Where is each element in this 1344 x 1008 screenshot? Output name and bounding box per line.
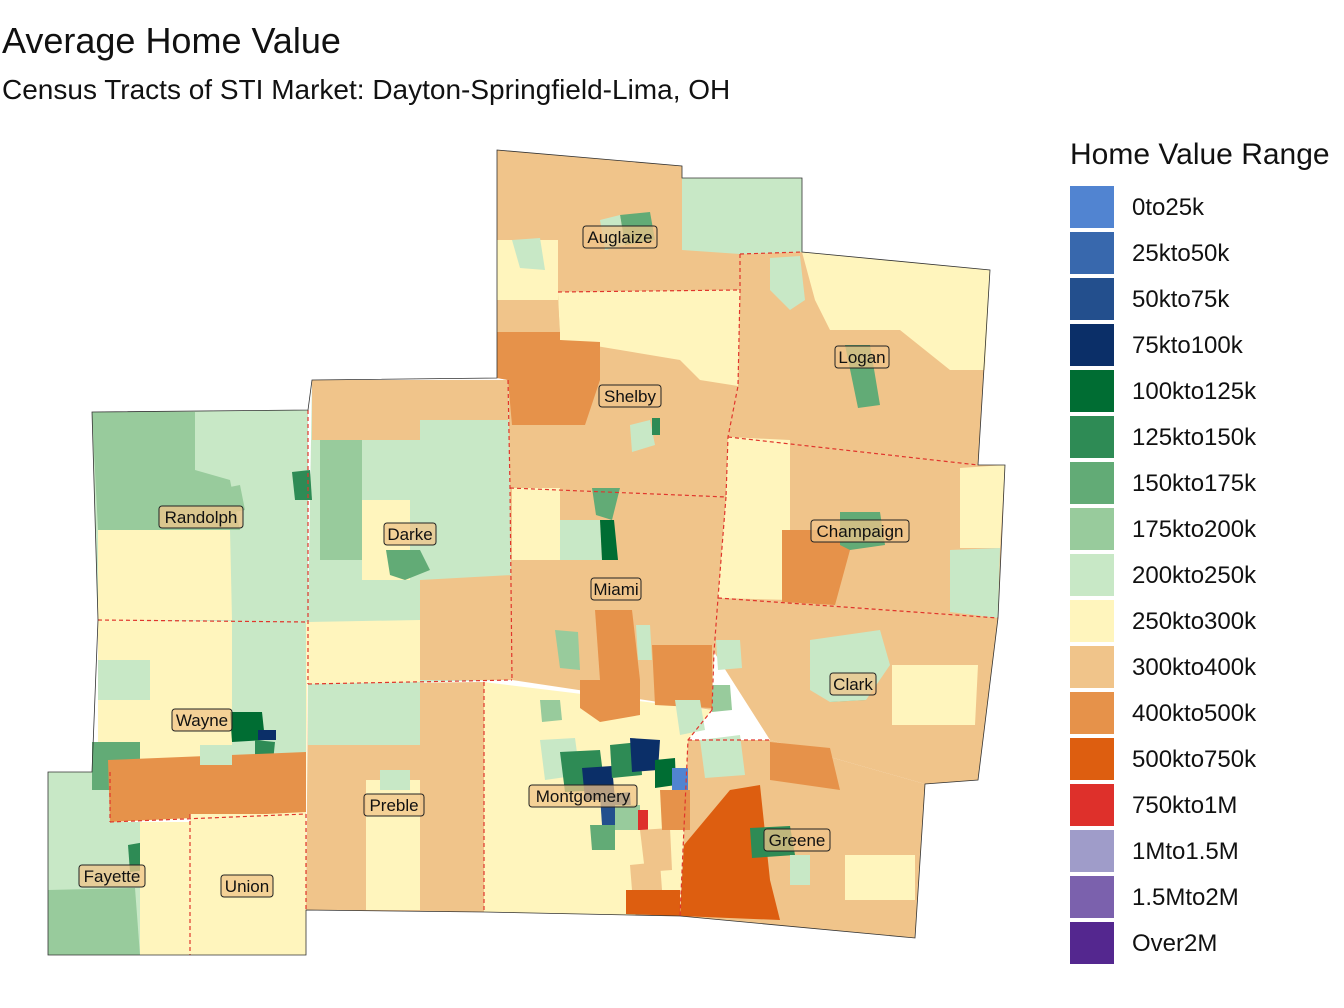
legend-swatch <box>1070 508 1114 550</box>
legend-label: 0to25k <box>1132 194 1205 221</box>
county-label-logan: Logan <box>834 345 890 369</box>
legend-label: 1.5Mto2M <box>1132 884 1239 911</box>
legend-label: 100kto125k <box>1132 378 1257 405</box>
map-title: Average Home Value <box>2 20 341 61</box>
legend-item: 100kto125k <box>1070 370 1344 416</box>
county-label-darke: Darke <box>383 522 437 546</box>
county-label-randolph: Randolph <box>158 505 244 529</box>
legend-item: 200kto250k <box>1070 554 1344 600</box>
county-label-clark: Clark <box>829 672 877 696</box>
svg-text:Greene: Greene <box>769 831 826 850</box>
legend-swatch <box>1070 416 1114 458</box>
county-label-auglaize: Auglaize <box>582 225 658 249</box>
legend-item: 25kto50k <box>1070 232 1344 278</box>
svg-text:Champaign: Champaign <box>817 522 904 541</box>
legend-label: 50kto75k <box>1132 286 1230 313</box>
legend-swatch <box>1070 554 1114 596</box>
legend-label: 500kto750k <box>1132 746 1257 773</box>
legend-swatch <box>1070 922 1114 964</box>
county-label-shelby: Shelby <box>598 384 662 408</box>
legend-swatch <box>1070 324 1114 366</box>
legend-label: 150kto175k <box>1132 470 1257 497</box>
svg-text:Logan: Logan <box>838 348 885 367</box>
legend-swatch <box>1070 876 1114 918</box>
svg-text:Fayette: Fayette <box>84 867 141 886</box>
market-outline <box>47 149 1006 956</box>
legend-label: 400kto500k <box>1132 700 1257 727</box>
svg-text:Shelby: Shelby <box>604 387 656 406</box>
legend-label: 1Mto1.5M <box>1132 838 1239 865</box>
legend: Home Value Range 0to25k 25kto50k 50kto75k 7… <box>1070 138 1330 964</box>
legend-item: 400kto500k <box>1070 692 1344 738</box>
svg-text:Union: Union <box>225 877 269 896</box>
svg-text:Preble: Preble <box>369 796 418 815</box>
choropleth-map: Auglaize Logan Shelby Randolph Darke Cha… <box>47 149 1006 956</box>
legend-item: 0to25k <box>1070 186 1344 232</box>
legend-swatch <box>1070 738 1114 780</box>
legend-label: 250kto300k <box>1132 608 1257 635</box>
county-label-greene: Greene <box>763 828 831 852</box>
svg-text:Montgomery: Montgomery <box>536 787 631 806</box>
tract-detail <box>48 178 1005 955</box>
legend-item: 750kto1M <box>1070 784 1344 830</box>
county-label-fayette: Fayette <box>78 864 146 888</box>
legend-swatch <box>1070 600 1114 642</box>
legend-label: 175kto200k <box>1132 516 1257 543</box>
legend-item: 300kto400k <box>1070 646 1344 692</box>
legend-label: 75kto100k <box>1132 332 1243 359</box>
legend-label: 125kto150k <box>1132 424 1257 451</box>
legend-item: Over2M <box>1070 922 1344 968</box>
legend-label: 300kto400k <box>1132 654 1257 681</box>
legend-title: Home Value Range <box>1070 138 1330 171</box>
svg-text:Auglaize: Auglaize <box>587 228 652 247</box>
svg-text:Randolph: Randolph <box>165 508 238 527</box>
legend-item: 50kto75k <box>1070 278 1344 324</box>
county-borders <box>97 251 999 955</box>
county-label-union: Union <box>220 874 274 898</box>
county-label-preble: Preble <box>363 793 425 817</box>
legend-item: 75kto100k <box>1070 324 1344 370</box>
legend-item: 1Mto1.5M <box>1070 830 1344 876</box>
svg-text:Wayne: Wayne <box>176 711 228 730</box>
legend-item: 175kto200k <box>1070 508 1344 554</box>
svg-text:Clark: Clark <box>833 675 873 694</box>
legend-swatch <box>1070 646 1114 688</box>
county-label-montgomery: Montgomery <box>528 784 638 808</box>
legend-item: 250kto300k <box>1070 600 1344 646</box>
svg-text:Darke: Darke <box>387 525 432 544</box>
legend-swatch <box>1070 692 1114 734</box>
svg-text:Miami: Miami <box>593 580 638 599</box>
legend-swatch <box>1070 186 1114 228</box>
legend-label: 200kto250k <box>1132 562 1257 589</box>
legend-item: 1.5Mto2M <box>1070 876 1344 922</box>
county-label-champaign: Champaign <box>810 519 910 543</box>
legend-swatch <box>1070 232 1114 274</box>
legend-item: 125kto150k <box>1070 416 1344 462</box>
county-label-wayne: Wayne <box>171 708 233 732</box>
map-subtitle: Census Tracts of STI Market: Dayton-Spri… <box>2 74 731 105</box>
legend-swatch <box>1070 370 1114 412</box>
legend-label: 750kto1M <box>1132 792 1238 819</box>
legend-label: 25kto50k <box>1132 240 1230 267</box>
county-label-miami: Miami <box>590 577 642 601</box>
legend-swatch <box>1070 830 1114 872</box>
legend-item: 150kto175k <box>1070 462 1344 508</box>
legend-swatch <box>1070 784 1114 826</box>
legend-swatch <box>1070 462 1114 504</box>
legend-item: 500kto750k <box>1070 738 1344 784</box>
legend-swatch <box>1070 278 1114 320</box>
legend-label: Over2M <box>1132 930 1218 957</box>
